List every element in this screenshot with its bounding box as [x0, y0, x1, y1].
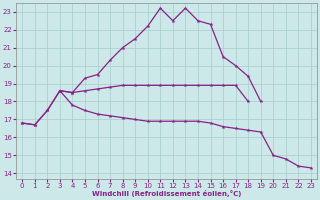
X-axis label: Windchill (Refroidissement éolien,°C): Windchill (Refroidissement éolien,°C) — [92, 190, 241, 197]
